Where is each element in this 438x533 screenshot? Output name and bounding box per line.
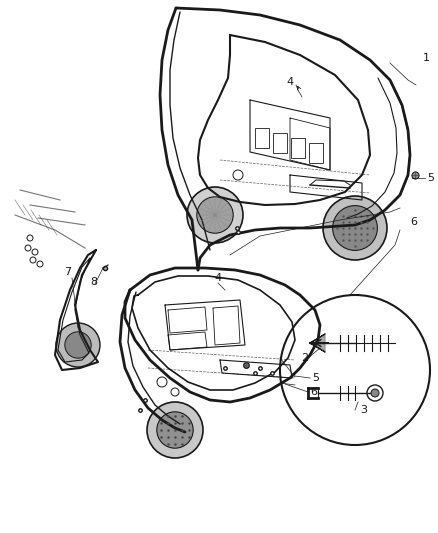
Bar: [273, 133, 287, 153]
Text: 6: 6: [410, 217, 417, 227]
Circle shape: [65, 332, 91, 358]
Circle shape: [332, 206, 378, 251]
Circle shape: [371, 389, 379, 397]
Polygon shape: [310, 335, 325, 351]
Text: 8: 8: [90, 277, 97, 287]
Text: 4: 4: [286, 77, 293, 87]
Circle shape: [197, 197, 233, 233]
Text: 4: 4: [215, 273, 222, 283]
Text: 5: 5: [312, 373, 319, 383]
Bar: [291, 138, 305, 158]
Circle shape: [323, 196, 387, 260]
Bar: [309, 143, 323, 163]
Text: 1: 1: [423, 53, 430, 63]
Text: 3: 3: [360, 405, 367, 415]
Text: 6: 6: [310, 387, 317, 397]
Text: 7: 7: [64, 267, 71, 277]
Circle shape: [187, 187, 243, 243]
Text: 5: 5: [427, 173, 434, 183]
Text: 2: 2: [301, 353, 308, 363]
Circle shape: [280, 295, 430, 445]
Circle shape: [157, 412, 193, 448]
Bar: [255, 128, 269, 148]
Circle shape: [147, 402, 203, 458]
Circle shape: [56, 323, 100, 367]
